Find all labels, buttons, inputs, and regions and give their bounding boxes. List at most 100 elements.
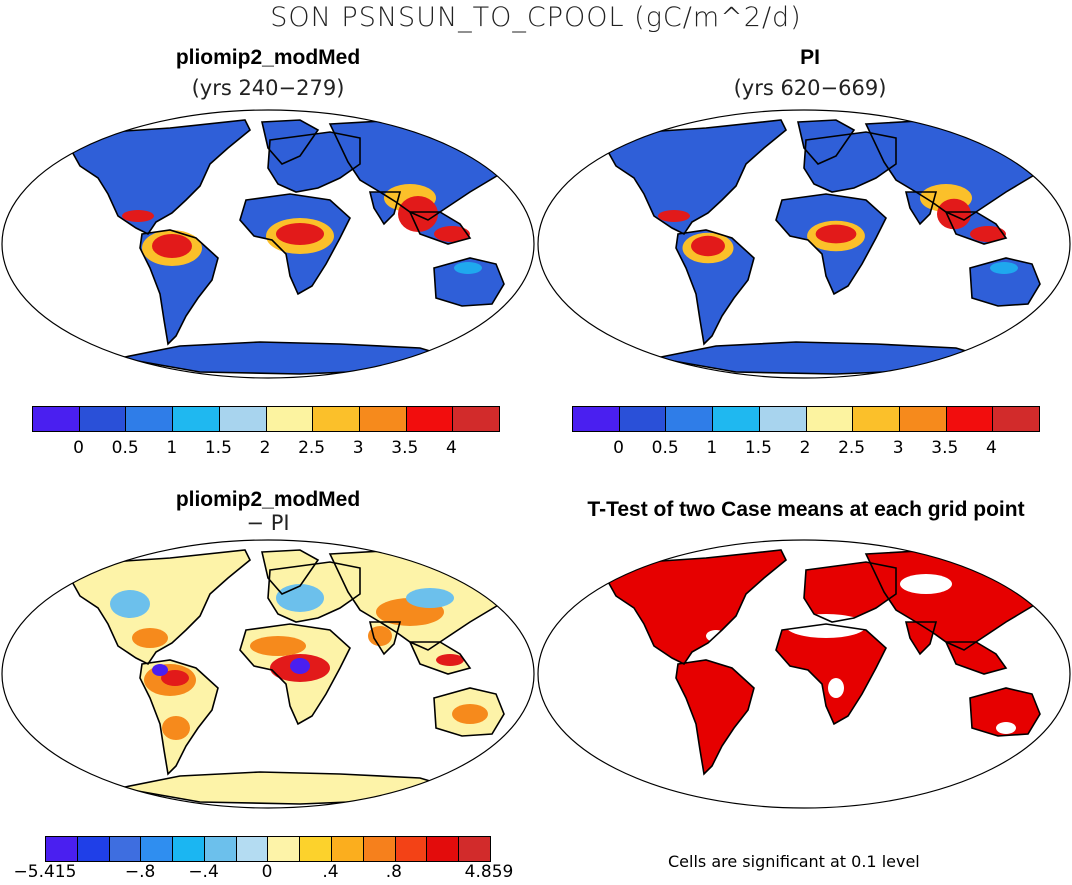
diff-patch — [276, 584, 324, 612]
significance-note: Cells are significant at 0.1 level — [668, 852, 920, 871]
diff-patch — [368, 626, 392, 646]
seasia-hot — [398, 196, 438, 232]
coastline-africa — [239, 193, 351, 296]
figure-title: SON PSNSUN_TO_CPOOL (gC/m^2/d) — [270, 2, 802, 33]
colorbar-box — [219, 407, 267, 431]
colorbar-label: .4 — [322, 862, 339, 882]
coastline-samerica — [139, 659, 219, 776]
coastline-samerica — [675, 229, 755, 346]
coastline-europe — [803, 131, 897, 193]
land-layer — [68, 119, 521, 375]
panel-subtitle-bottom-left: − PI — [246, 511, 290, 535]
colorbar-top-left — [32, 406, 500, 432]
colorbar-box — [173, 407, 220, 431]
colorbar-label: 4.859 — [464, 862, 514, 882]
colorbar-label: 2.5 — [838, 438, 866, 458]
indonesia-hot — [970, 226, 1006, 242]
land-layer — [604, 119, 1057, 375]
coastline-australia — [969, 687, 1041, 737]
colorbar-box — [204, 837, 237, 861]
diff-patch — [436, 654, 464, 666]
land-antarctica — [656, 772, 996, 804]
colorbar-label: 3 — [352, 438, 364, 458]
colorbar-box — [666, 407, 714, 431]
map-frame — [537, 539, 1071, 809]
australia-north — [454, 262, 482, 274]
land-antarctica — [120, 772, 460, 804]
coastline-australia — [969, 257, 1041, 307]
coastline-india — [904, 191, 938, 226]
colorbar-box — [332, 837, 364, 861]
colorbar-label: 0 — [261, 862, 273, 882]
colorbar-box — [993, 407, 1040, 431]
coastline-greenland — [261, 549, 320, 595]
coastline-europe — [803, 561, 897, 623]
land-europe — [804, 562, 896, 622]
colorbar-box — [141, 837, 174, 861]
colorbar-box — [266, 407, 314, 431]
colorbar-label: 2.5 — [298, 438, 326, 458]
colorbar-box — [359, 407, 407, 431]
panel-title-top-right: PI — [800, 46, 820, 69]
africa-hot — [815, 224, 857, 244]
colorbar-box — [759, 407, 807, 431]
colorbar-box — [313, 407, 360, 431]
colorbar-box — [453, 407, 500, 431]
map-frame — [537, 109, 1071, 379]
coastline-india — [368, 191, 402, 226]
colorbar-box — [79, 407, 127, 431]
colorbar-label: 1 — [166, 438, 178, 458]
diff-patch — [250, 636, 306, 656]
colorbar-labels-bottom-left: −5.415 −.8 −.4 0 .4 .8 4.859 — [14, 862, 514, 884]
colorbar-label: 0.5 — [651, 438, 679, 458]
colorbar-label: 1.5 — [744, 438, 772, 458]
diff-patch — [132, 628, 168, 648]
colorbar-box — [126, 407, 174, 431]
colorbar-box — [713, 407, 760, 431]
land-australia — [434, 258, 504, 306]
land-namerica — [70, 550, 250, 664]
colorbar-label: −.4 — [188, 862, 219, 882]
panel-title-top-left: pliomip2_modMed — [175, 46, 361, 69]
colorbar-label: 0 — [73, 438, 84, 458]
colorbar-box — [573, 407, 620, 431]
colorbar-box — [406, 407, 454, 431]
amazon-hot — [152, 234, 192, 258]
coastline-samerica — [675, 659, 755, 776]
land-namerica — [606, 120, 786, 234]
diff-patch — [161, 670, 189, 686]
coastline-seasia — [944, 211, 1008, 245]
land-antarctica — [656, 342, 996, 374]
colorbar-box — [363, 837, 396, 861]
panel-title-bottom-right: T-Test of two Case means at each grid po… — [587, 498, 1025, 521]
colorbar-label: 2 — [799, 438, 811, 458]
coastline-india — [904, 621, 938, 656]
colorbar-box — [427, 837, 460, 861]
coastline-india — [368, 621, 402, 656]
colorbar-box — [46, 837, 78, 861]
colorbar-labels-top-right: 0 0.5 1 1.5 2 2.5 3 3.5 4 — [572, 438, 1038, 460]
coastline-seasia — [944, 641, 1008, 675]
colorbar-label: 0.5 — [111, 438, 139, 458]
colorbar-label: 3.5 — [391, 438, 419, 458]
colorbar-box — [77, 837, 110, 861]
colorbar-label: 0 — [613, 438, 624, 458]
map-bottom-left — [1, 539, 535, 809]
panel-subtitle-top-right: (yrs 620−669) — [733, 76, 887, 100]
colorbar-label: 4 — [985, 438, 997, 458]
coastline-namerica — [68, 549, 252, 666]
colorbar-label: 2 — [259, 438, 271, 458]
colorbar-box — [619, 407, 667, 431]
colorbar-box — [899, 407, 947, 431]
land-australia — [970, 258, 1040, 306]
indonesia-hot — [434, 226, 470, 242]
colorbar-top-right — [572, 406, 1040, 432]
diff-patch — [110, 590, 150, 618]
nonsig-patch — [828, 678, 844, 698]
central-america-hot — [658, 210, 690, 222]
land-europe — [804, 132, 896, 192]
nonsig-patch — [900, 574, 952, 594]
map-frame — [1, 109, 535, 379]
colorbar-label: 3 — [892, 438, 904, 458]
colorbar-label: 1 — [706, 438, 718, 458]
